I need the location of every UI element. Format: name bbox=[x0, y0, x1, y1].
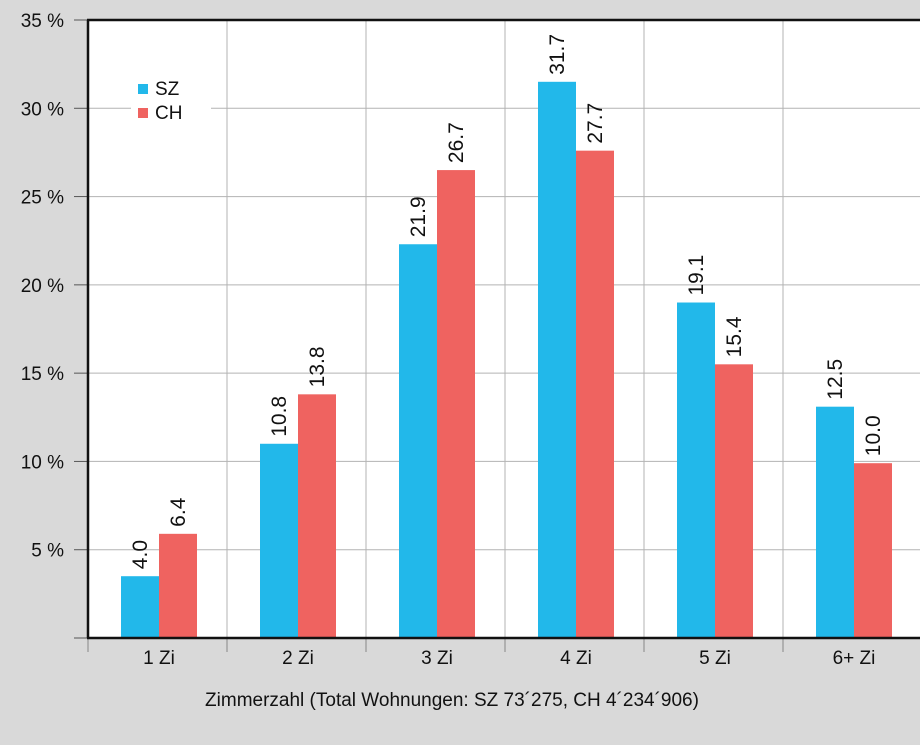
bar-sz-4 bbox=[538, 81, 576, 639]
bars bbox=[121, 81, 892, 639]
y-tick-label: 10 % bbox=[21, 452, 64, 473]
x-tick-label: 1 Zi bbox=[143, 648, 175, 669]
bar-ch-5 bbox=[715, 364, 753, 638]
data-label-ch-6: 10.0 bbox=[862, 415, 885, 456]
x-tick-label: 6+ Zi bbox=[833, 648, 876, 669]
bar-ch-4 bbox=[576, 150, 614, 639]
legend-swatch-sz bbox=[138, 84, 148, 94]
bar-ch-2 bbox=[298, 394, 336, 638]
y-tick-label: 30 % bbox=[21, 99, 64, 120]
data-labels: 4.0 6.4 10.8 13.8 21.9 26.7 31.7 27.7 19.1 15.4 12… bbox=[129, 34, 885, 569]
bar-ch-1 bbox=[159, 533, 197, 638]
data-label-sz-1: 4.0 bbox=[129, 540, 152, 569]
x-tick-labels: 1 Zi 2 Zi 3 Zi 4 Zi 5 Zi 6+ Zi bbox=[143, 648, 875, 669]
bar-sz-3 bbox=[399, 244, 437, 638]
y-tick-label: 15 % bbox=[21, 364, 64, 385]
data-label-ch-2: 13.8 bbox=[306, 346, 329, 387]
x-axis-title: Zimmerzahl (Total Wohnungen: SZ 73´275, … bbox=[205, 690, 699, 711]
bar-ch-6 bbox=[854, 463, 892, 638]
x-tick-label: 2 Zi bbox=[282, 648, 314, 669]
y-tick-label: 35 % bbox=[21, 11, 64, 32]
data-label-sz-3: 21.9 bbox=[407, 196, 430, 237]
y-tick-label: 5 % bbox=[31, 541, 64, 562]
bar-sz-1 bbox=[121, 576, 159, 638]
x-tick-label: 4 Zi bbox=[560, 648, 592, 669]
data-label-ch-3: 26.7 bbox=[445, 122, 468, 163]
data-label-ch-1: 6.4 bbox=[167, 497, 190, 527]
legend: SZ CH bbox=[131, 74, 211, 138]
bar-sz-2 bbox=[260, 443, 298, 638]
axes bbox=[86, 18, 920, 640]
y-tick-label: 25 % bbox=[21, 188, 64, 209]
x-tick-label: 3 Zi bbox=[421, 648, 453, 669]
data-label-sz-5: 19.1 bbox=[685, 255, 708, 296]
legend-label-ch: CH bbox=[155, 103, 182, 124]
y-tick-labels: 5 % 10 % 15 % 20 % 25 % 30 % 35 % bbox=[21, 11, 64, 562]
data-label-sz-4: 31.7 bbox=[546, 34, 569, 75]
data-label-ch-4: 27.7 bbox=[584, 103, 607, 144]
y-tick-label: 20 % bbox=[21, 276, 64, 297]
data-label-ch-5: 15.4 bbox=[723, 316, 746, 357]
data-label-sz-6: 12.5 bbox=[824, 359, 847, 400]
x-tick-label: 5 Zi bbox=[699, 648, 731, 669]
bar-ch-3 bbox=[437, 170, 475, 639]
data-label-sz-2: 10.8 bbox=[268, 396, 291, 437]
grid-lines bbox=[74, 19, 920, 652]
bar-sz-6 bbox=[816, 406, 854, 638]
legend-label-sz: SZ bbox=[155, 79, 180, 100]
plot-area bbox=[88, 20, 920, 637]
legend-swatch-ch bbox=[138, 108, 148, 118]
bar-sz-5 bbox=[677, 302, 715, 638]
